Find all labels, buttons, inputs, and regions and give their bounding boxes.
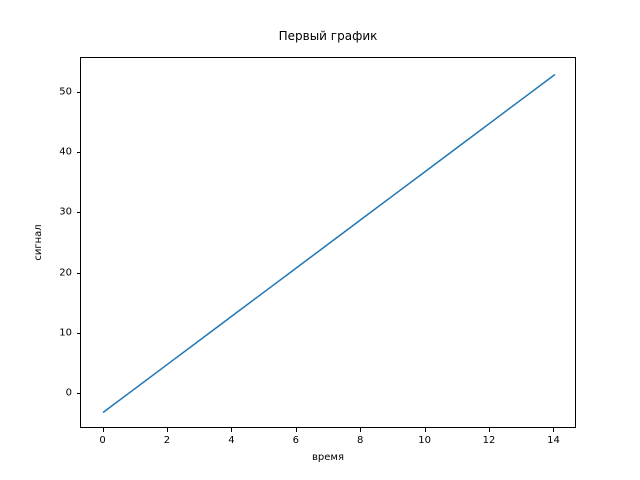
x-tick-mark — [489, 428, 491, 432]
y-tick-mark — [76, 393, 80, 395]
x-tick-mark — [553, 428, 555, 432]
x-tick-mark — [424, 428, 426, 432]
y-tick-label: 20 — [59, 267, 72, 279]
x-tick-label: 14 — [547, 435, 560, 446]
y-tick-label: 10 — [59, 327, 72, 339]
y-tick-mark — [76, 332, 80, 334]
line-plot-svg — [102, 74, 556, 413]
x-tick-label: 6 — [292, 435, 299, 446]
x-tick-label: 8 — [357, 435, 364, 446]
x-tick-label: 0 — [99, 435, 106, 446]
x-tick-mark — [102, 428, 104, 432]
x-tick-mark — [231, 428, 233, 432]
x-axis-label: время — [312, 452, 344, 463]
y-tick-mark — [76, 272, 80, 274]
y-tick-label: 30 — [59, 206, 72, 218]
x-tick-mark — [360, 428, 362, 432]
y-tick-label: 40 — [59, 146, 72, 158]
y-tick-mark — [76, 152, 80, 154]
plot-axes-area — [80, 57, 576, 428]
x-tick-mark — [166, 428, 168, 432]
data-series-line — [102, 74, 556, 413]
chart-title: Первый график — [278, 29, 378, 43]
y-tick-label: 0 — [65, 387, 72, 399]
y-tick-label: 50 — [59, 86, 72, 98]
y-axis-label: сигнал — [33, 224, 44, 261]
y-tick-mark — [76, 91, 80, 93]
x-tick-mark — [295, 428, 297, 432]
x-tick-label: 12 — [482, 435, 496, 446]
x-tick-label: 10 — [418, 435, 431, 446]
x-tick-label: 4 — [228, 435, 235, 446]
y-tick-mark — [76, 212, 80, 214]
x-tick-label: 2 — [163, 435, 171, 446]
